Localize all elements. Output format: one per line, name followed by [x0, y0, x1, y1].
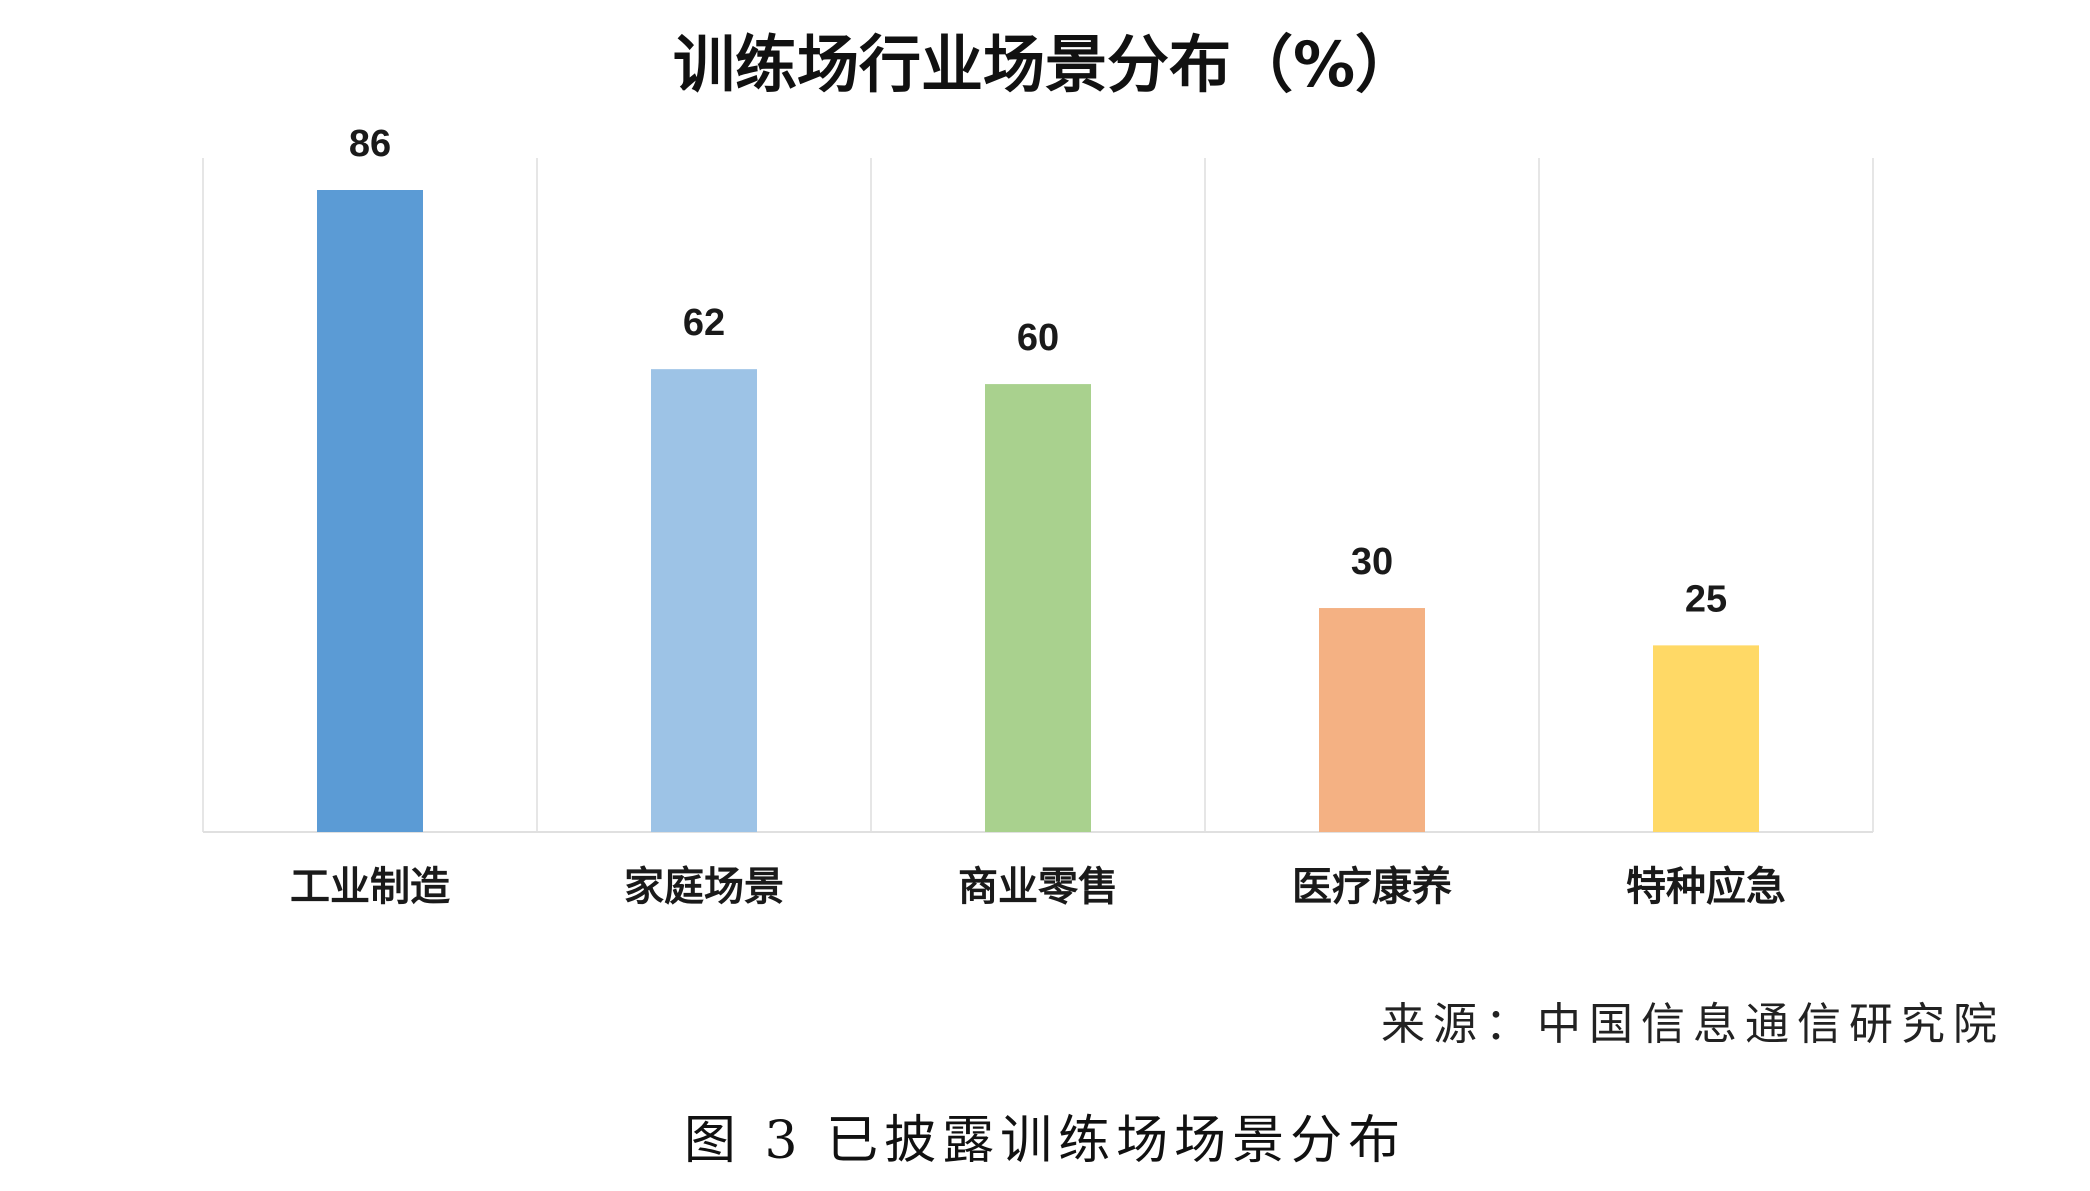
category-label: 商业零售: [958, 864, 1118, 910]
category-label: 医疗康养: [1292, 864, 1452, 910]
category-labels: 工业制造 家庭场景 商业零售 医疗康养 特种应急: [290, 864, 1786, 910]
value-label: 30: [1351, 541, 1393, 583]
bars: [317, 190, 1759, 832]
chart-title: 训练场行业场景分布（%）: [672, 28, 1418, 101]
gridlines: [202, 158, 1874, 833]
value-label: 25: [1685, 578, 1727, 620]
bar-5: [1653, 645, 1759, 832]
value-label: 86: [349, 123, 391, 165]
bar-1: [317, 190, 423, 832]
value-label: 60: [1017, 317, 1059, 359]
category-label: 工业制造: [290, 864, 450, 910]
figure-caption: 图 3 已披露训练场场景分布: [683, 1111, 1407, 1171]
category-label: 家庭场景: [624, 864, 784, 910]
source-note: 来源：中国信息通信研究院: [1381, 999, 2005, 1050]
bar-2: [651, 369, 757, 832]
bar-3: [985, 384, 1091, 832]
bar-4: [1319, 608, 1425, 832]
value-label: 62: [683, 302, 725, 344]
value-labels: 86 62 60 30 25: [349, 123, 1727, 620]
category-label: 特种应急: [1626, 864, 1786, 910]
